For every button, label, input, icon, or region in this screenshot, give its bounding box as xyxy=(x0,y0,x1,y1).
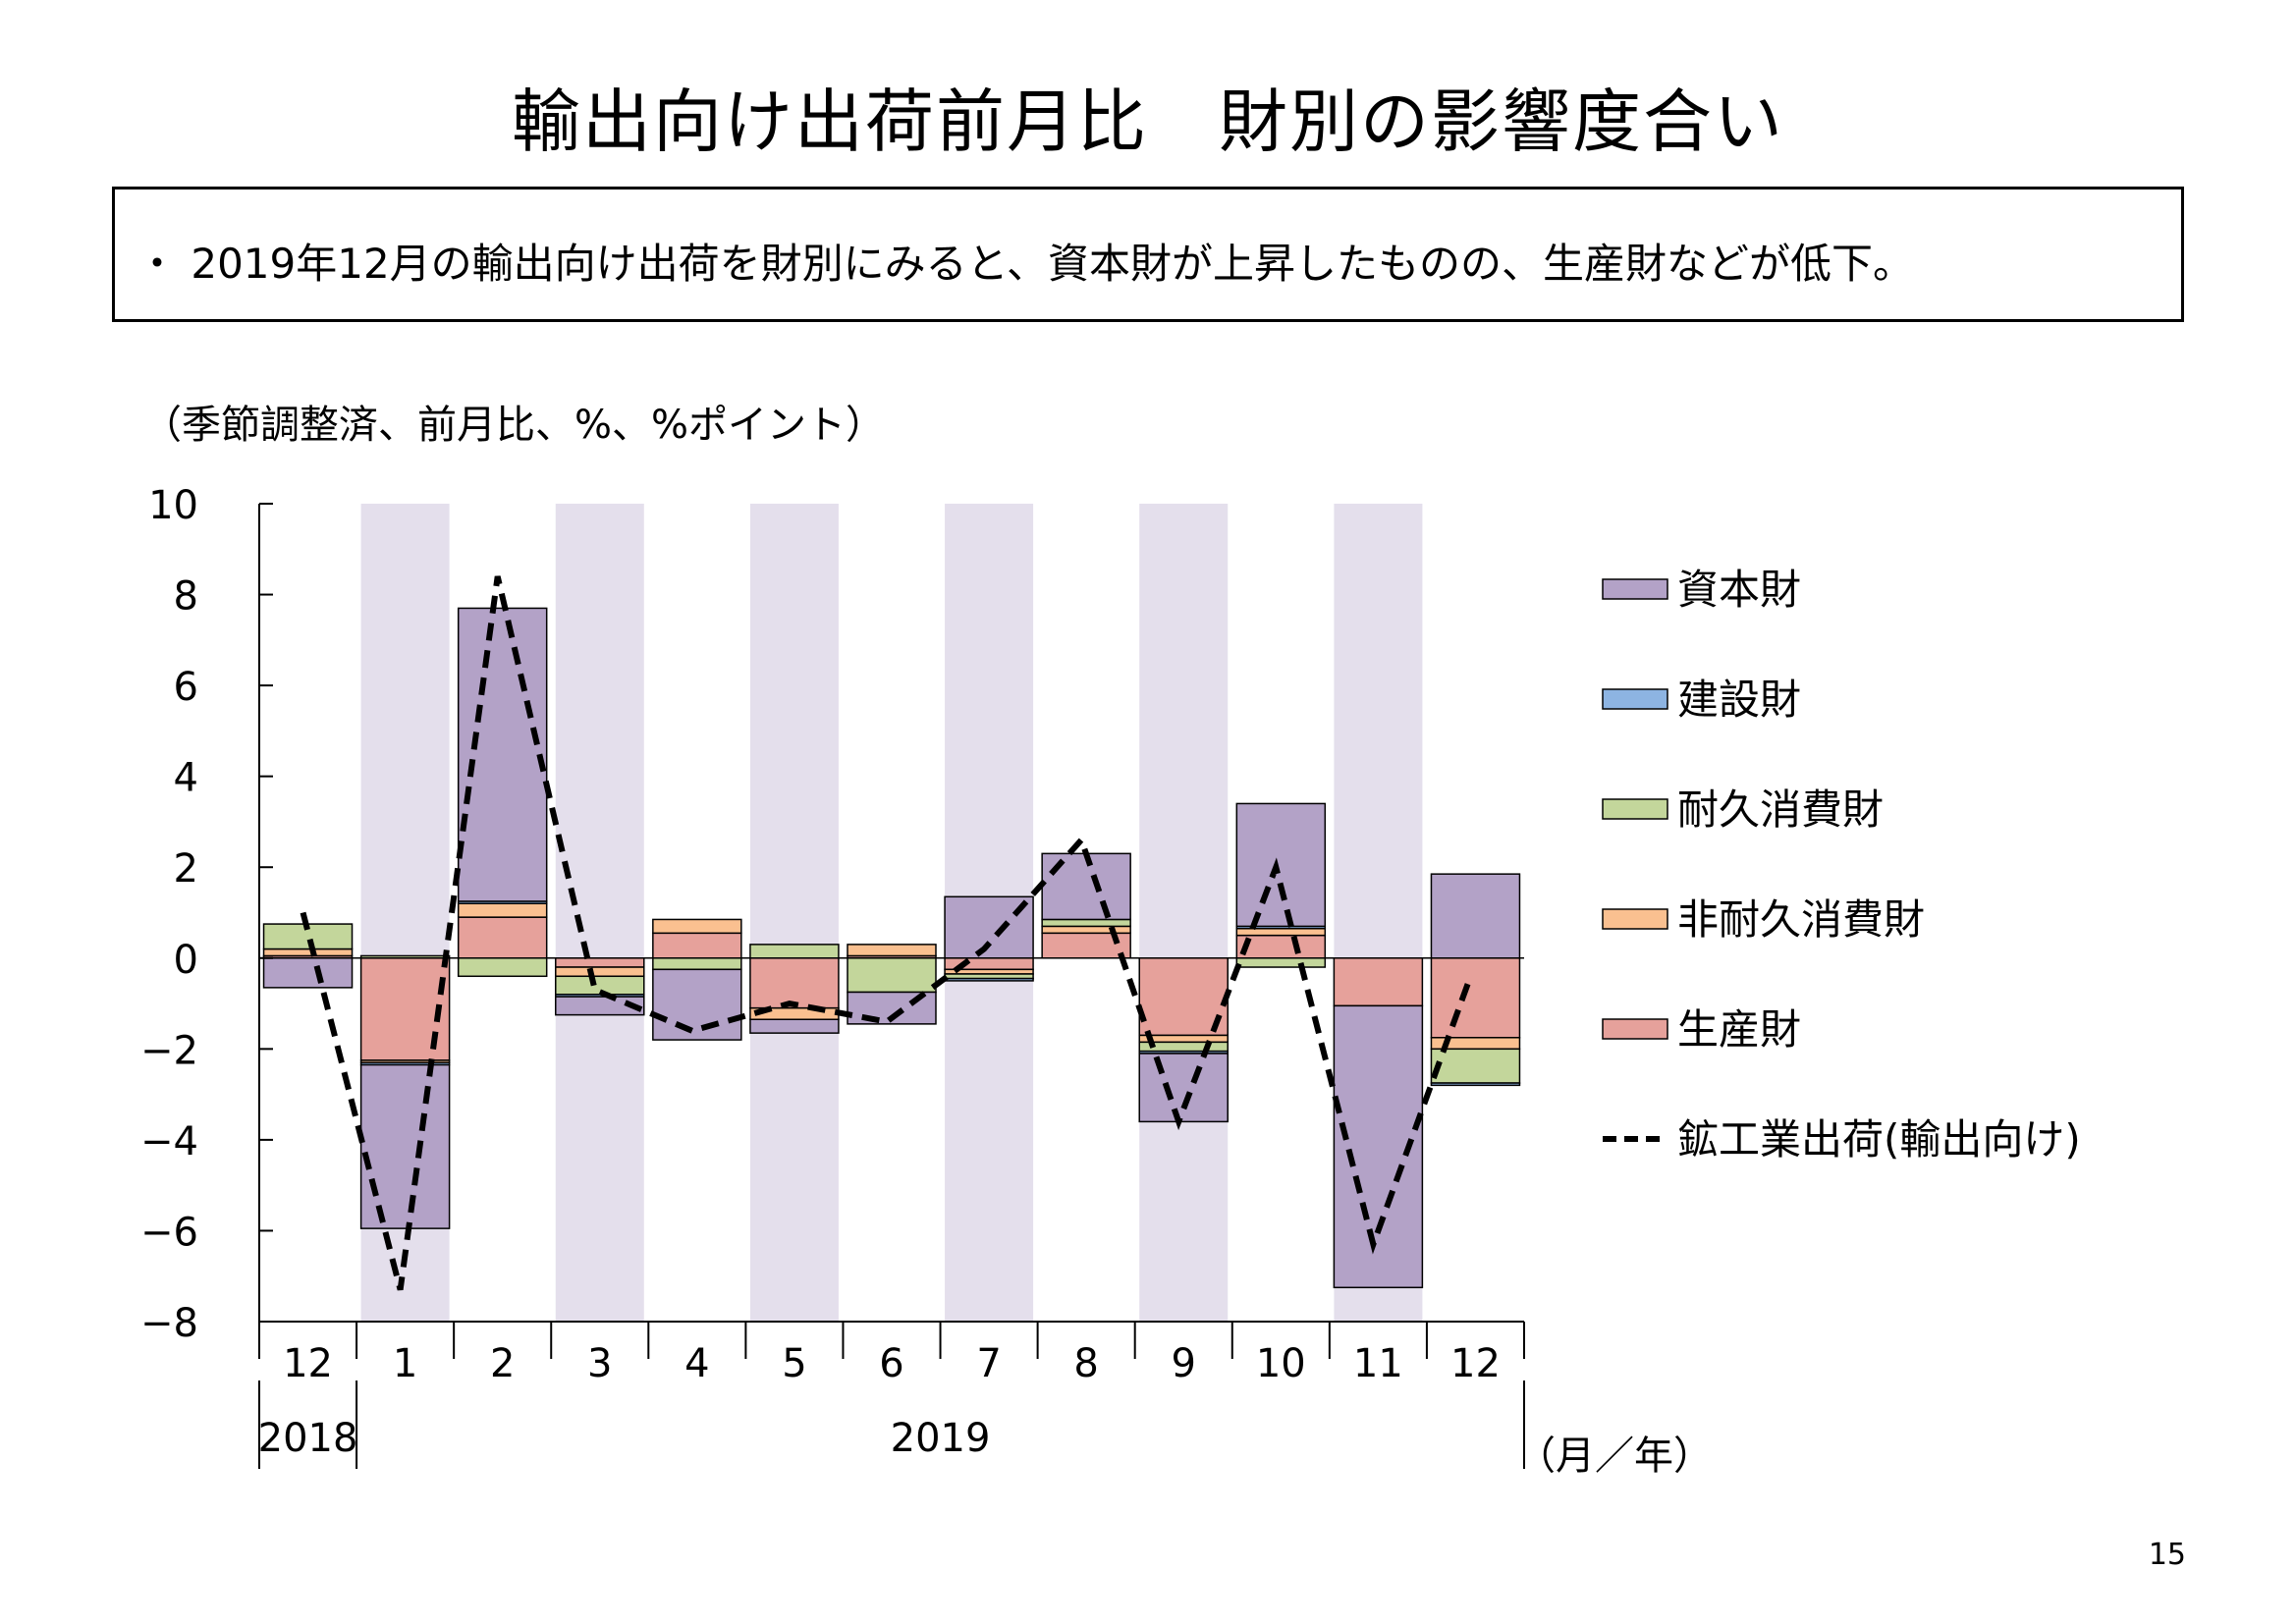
bar-segment xyxy=(1041,925,1131,935)
x-tick-label: 8 xyxy=(1073,1341,1098,1386)
bar-segment xyxy=(457,607,548,902)
page-number: 15 xyxy=(2148,1538,2186,1572)
bar-segment xyxy=(749,1018,840,1034)
legend-label: 非耐久消費財 xyxy=(1677,895,1925,944)
bar-segment xyxy=(1430,957,1521,1039)
x-tick-label: 11 xyxy=(1353,1341,1403,1386)
legend-swatch xyxy=(1602,1018,1668,1040)
x-tick-label: 10 xyxy=(1256,1341,1306,1386)
year-label: 2018 xyxy=(258,1416,358,1461)
bar-segment xyxy=(652,957,742,971)
bar-segment xyxy=(847,957,937,994)
bar-segment xyxy=(555,996,645,1016)
x-tick-label: 4 xyxy=(684,1341,709,1386)
x-tick-label: 2 xyxy=(490,1341,515,1386)
x-tick-label: 9 xyxy=(1172,1341,1196,1386)
x-tick-label: 12 xyxy=(1450,1341,1501,1386)
x-tick-label: 12 xyxy=(283,1341,333,1386)
bar-segment xyxy=(1430,873,1521,959)
bar-segment xyxy=(555,966,645,978)
bar-segment xyxy=(652,968,742,1041)
summary-text: ・ 2019年12月の輸出向け出荷を財別にみると、資本財が上昇したものの、生産財… xyxy=(137,240,1915,288)
bar-segment xyxy=(1333,957,1424,1007)
unit-note: （季節調整済、前月比、%、%ポイント） xyxy=(142,403,886,448)
y-tick-label: 2 xyxy=(174,846,198,892)
bar-segment xyxy=(555,957,645,968)
legend-swatch xyxy=(1602,908,1668,930)
y-tick-label: 6 xyxy=(174,665,198,710)
bar-segment xyxy=(457,957,548,978)
bar-segment xyxy=(749,944,840,959)
bar-segment xyxy=(457,916,548,959)
shade-band xyxy=(555,504,644,1322)
y-tick-label: −8 xyxy=(140,1301,198,1346)
bar-segment xyxy=(555,975,645,996)
y-tick-label: −2 xyxy=(140,1028,198,1073)
legend-label: 資本財 xyxy=(1677,566,1801,614)
bar-segment xyxy=(1235,802,1327,928)
year-label: 2019 xyxy=(891,1416,991,1461)
y-tick-label: 10 xyxy=(148,483,198,528)
bar-segment xyxy=(944,977,1034,982)
bar-segment xyxy=(262,947,354,957)
bar-segment xyxy=(359,1063,451,1229)
bar-segment xyxy=(1235,927,1327,937)
shade-band xyxy=(749,504,839,1322)
bar-segment xyxy=(749,957,840,1009)
y-tick-label: 0 xyxy=(174,938,198,983)
bar-segment xyxy=(652,932,742,959)
legend-label: 生産財 xyxy=(1677,1005,1801,1054)
summary-box: ・ 2019年12月の輸出向け出荷を財別にみると、資本財が上昇したものの、生産財… xyxy=(112,187,2184,322)
legend-swatch xyxy=(1602,578,1668,600)
bar-segment xyxy=(1430,1048,1521,1084)
y-tick-label: 4 xyxy=(174,756,198,801)
legend-swatch xyxy=(1602,688,1668,710)
bar-segment xyxy=(847,944,937,957)
bar-segment xyxy=(1041,852,1131,921)
y-tick-label: 8 xyxy=(174,574,198,620)
x-tick-label: 6 xyxy=(879,1341,903,1386)
x-tick-label: 1 xyxy=(393,1341,417,1386)
total-line xyxy=(300,575,1474,1291)
y-tick-label: −6 xyxy=(140,1210,198,1255)
legend-label: 建設財 xyxy=(1677,676,1801,724)
bar-segment xyxy=(1430,1082,1521,1087)
x-tick-label: 3 xyxy=(587,1341,612,1386)
bar-segment xyxy=(1235,957,1327,968)
shade-band xyxy=(1139,504,1229,1322)
bar-segment xyxy=(457,902,548,918)
y-tick-label: −4 xyxy=(140,1119,198,1164)
x-tick-label: 7 xyxy=(976,1341,1001,1386)
legend-swatch xyxy=(1602,798,1668,820)
page-title: 輸出向け出荷前月比 財別の影響度合い xyxy=(512,81,1784,162)
bar-segment xyxy=(262,957,354,989)
legend-label: 耐久消費財 xyxy=(1677,785,1884,834)
x-tick-label: 5 xyxy=(782,1341,806,1386)
bar-segment xyxy=(1138,1053,1229,1123)
bar-segment xyxy=(1041,918,1131,928)
legend-label: 鉱工業出荷(輸出向け) xyxy=(1677,1115,2081,1164)
bar-segment xyxy=(652,918,742,935)
x-axis-unit: （月／年） xyxy=(1516,1434,1713,1479)
